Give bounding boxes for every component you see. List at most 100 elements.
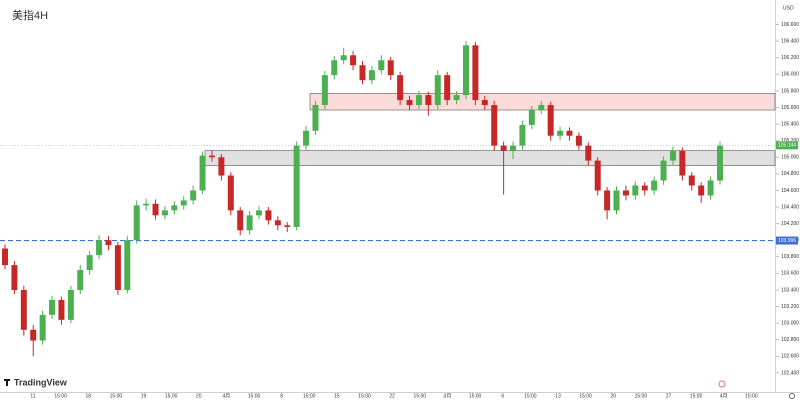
plot-area bbox=[0, 41, 776, 357]
support-label: 103.996 bbox=[778, 238, 796, 244]
y-tick-label: 105.400 bbox=[781, 121, 799, 127]
candle-body bbox=[387, 60, 394, 76]
y-tick-label: 103.800 bbox=[781, 254, 799, 260]
candle-body bbox=[77, 270, 84, 290]
candle-body bbox=[293, 145, 300, 227]
candle-body bbox=[331, 60, 338, 76]
chart-title: 美指4H bbox=[12, 8, 48, 22]
candle-body bbox=[717, 145, 723, 181]
candle-body bbox=[604, 190, 611, 211]
currency-label: USD bbox=[783, 5, 794, 11]
candle-body bbox=[651, 180, 658, 191]
candle-body bbox=[39, 314, 46, 341]
candle-body bbox=[171, 205, 178, 211]
x-tick-label: 11 bbox=[30, 393, 35, 399]
candle-body bbox=[256, 210, 263, 216]
candle-body bbox=[227, 175, 234, 211]
support-tag bbox=[776, 236, 798, 245]
x-tick-label: 15:00 bbox=[303, 393, 316, 399]
x-tick-label: 15 bbox=[334, 393, 340, 399]
candle-body bbox=[462, 45, 469, 96]
y-tick-label: 105.000 bbox=[781, 155, 799, 161]
y-tick-label: 104.200 bbox=[781, 221, 799, 227]
y-tick-label: 102.800 bbox=[781, 337, 799, 343]
last-price-label: 105.144 bbox=[778, 143, 796, 149]
candle-body bbox=[246, 215, 253, 231]
y-tick-label: 106.400 bbox=[781, 39, 799, 45]
candle-body bbox=[105, 240, 112, 246]
y-tick-label: 106.000 bbox=[781, 72, 799, 78]
candle-body bbox=[321, 75, 328, 106]
y-tick-label: 106.600 bbox=[781, 22, 799, 28]
candle-body bbox=[406, 100, 413, 106]
x-tick-label: 15:00 bbox=[358, 393, 371, 399]
candle-body bbox=[152, 203, 159, 216]
x-tick-label: 15:00 bbox=[524, 393, 537, 399]
y-tick-label: 102.400 bbox=[781, 370, 799, 376]
candle-body bbox=[500, 145, 507, 151]
candle-body bbox=[510, 145, 517, 151]
x-tick-label: 15:00 bbox=[54, 393, 67, 399]
candle-body bbox=[20, 289, 27, 330]
candle-body bbox=[143, 203, 150, 206]
x-tick-label: 15:00 bbox=[745, 393, 758, 399]
candle-body bbox=[86, 255, 93, 271]
candle-body bbox=[340, 55, 347, 61]
x-tick-label: 15:00 bbox=[690, 393, 703, 399]
candle-body bbox=[528, 110, 535, 125]
candle-body bbox=[96, 240, 103, 256]
settings-icon[interactable] bbox=[789, 393, 795, 399]
candle-body bbox=[453, 95, 460, 101]
x-tick-label: 4月 bbox=[720, 393, 728, 399]
x-tick-label: 20 bbox=[196, 393, 202, 399]
candle-body bbox=[519, 124, 526, 146]
x-tick-label: 15:00 bbox=[110, 393, 123, 399]
candle-body bbox=[698, 185, 705, 196]
candle-body bbox=[613, 190, 620, 211]
x-tick-label: 20 bbox=[610, 393, 616, 399]
candle-body bbox=[67, 289, 74, 320]
candle-body bbox=[632, 185, 639, 196]
candle-body bbox=[566, 130, 573, 136]
x-tick-label: 3月 bbox=[444, 393, 452, 399]
candle-body bbox=[284, 225, 291, 227]
candle-body bbox=[190, 190, 197, 201]
candle-body bbox=[265, 210, 272, 221]
candle-body bbox=[491, 105, 498, 146]
candle-body bbox=[359, 65, 366, 81]
x-tick-label: 27 bbox=[666, 393, 672, 399]
candle-body bbox=[425, 95, 432, 106]
candle-body bbox=[350, 55, 357, 66]
candle-body bbox=[669, 150, 676, 161]
candle-body bbox=[161, 210, 168, 216]
y-tick-label: 102.600 bbox=[781, 354, 799, 360]
candle-body bbox=[660, 160, 667, 181]
candle-body bbox=[557, 130, 564, 136]
candle-body bbox=[303, 130, 310, 146]
candle-body bbox=[218, 157, 225, 176]
x-tick-label: 18 bbox=[85, 393, 91, 399]
candle-body bbox=[707, 180, 714, 196]
candle-body bbox=[58, 299, 65, 320]
candle-body bbox=[2, 248, 8, 266]
candle-body bbox=[585, 145, 592, 161]
x-tick-label: 15:00 bbox=[469, 393, 482, 399]
x-tick-label: 15:00 bbox=[635, 393, 648, 399]
brand-logo: TradingView bbox=[14, 377, 68, 387]
candle-body bbox=[237, 210, 244, 231]
alert-icon[interactable] bbox=[718, 380, 726, 388]
x-tick-label: 15:00 bbox=[414, 393, 427, 399]
y-tick-label: 105.600 bbox=[781, 105, 799, 111]
y-tick-label: 104.800 bbox=[781, 171, 799, 177]
x-tick-label: 15:00 bbox=[579, 393, 592, 399]
candle-body bbox=[30, 329, 37, 341]
candle-body bbox=[641, 185, 648, 191]
candle-body bbox=[688, 175, 695, 186]
candle-body bbox=[622, 190, 629, 196]
y-tick-label: 103.400 bbox=[781, 287, 799, 293]
x-tick-label: 8 bbox=[280, 393, 283, 399]
candle-body bbox=[397, 75, 404, 101]
candle-body bbox=[594, 160, 601, 191]
x-tick-label: 4月 bbox=[223, 393, 231, 399]
